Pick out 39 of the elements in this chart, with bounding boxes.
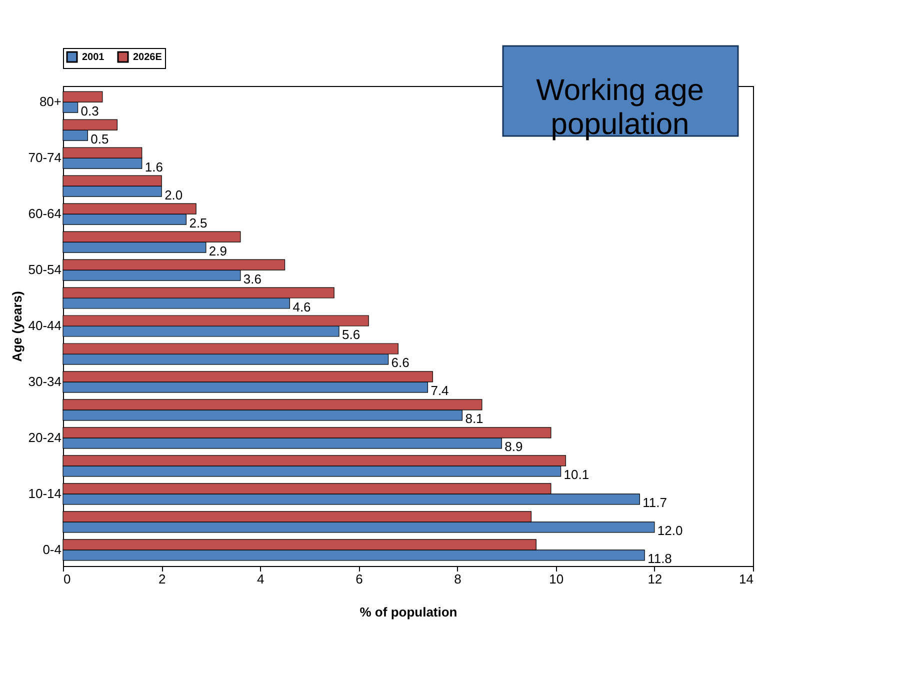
data-label: 3.6 [243,271,262,286]
data-label: 2.0 [164,187,183,202]
y-tick-label: 60-64 [28,206,62,222]
data-label: 5.6 [342,327,360,342]
data-label: 2.5 [189,215,208,230]
y-tick-label: 30-34 [28,374,62,389]
data-label: 8.9 [504,439,523,454]
x-tick-label: 6 [356,572,363,586]
legend-label: 2026E [133,52,162,63]
data-label: 11.8 [648,551,672,566]
x-tick-label: 10 [549,572,564,586]
data-label: 2.9 [208,243,228,258]
data-label: 0.3 [80,103,99,118]
data-label: 4.6 [292,299,311,314]
data-label: 6.6 [391,355,410,370]
annotation: Working age population [536,74,704,141]
legend-label: 2001 [82,52,105,63]
x-tick-label: 0 [64,572,71,586]
y-axis-title: Age (years) [9,291,24,362]
x-axis-title: % of population [360,604,458,620]
y-tick-label: 0-4 [42,542,62,557]
data-label: 7.4 [430,383,449,398]
data-label: 12.0 [657,523,683,538]
data-label: 11.7 [642,495,667,510]
data-label: 8.1 [465,411,484,426]
y-tick-label: 50-54 [28,262,62,278]
data-label: 0.5 [90,131,109,146]
data-label: 1.6 [144,159,163,174]
x-tick-label: 2 [158,572,166,586]
x-tick-label: 8 [454,572,462,586]
y-tick-label: 80+ [39,94,62,110]
y-tick-label: 10-14 [28,486,62,501]
data-label: 10.1 [564,467,590,482]
x-tick-label: 12 [648,572,662,586]
x-tick-label: 14 [739,572,754,586]
y-tick-label: 70-74 [28,150,62,166]
x-tick-label: 4 [257,572,264,586]
y-tick-label: 40-44 [28,318,62,333]
y-tick-label: 20-24 [28,430,62,445]
